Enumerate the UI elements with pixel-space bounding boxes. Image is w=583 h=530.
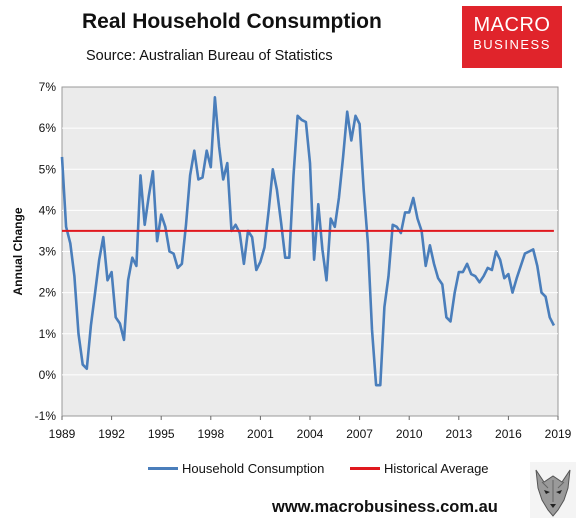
series-line-household-consumption — [60, 96, 556, 387]
legend-label: Historical Average — [384, 461, 489, 476]
x-tick-label: 1989 — [49, 427, 76, 441]
chart-subtitle: Source: Australian Bureau of Statistics — [86, 48, 333, 64]
logo-line2: BUSINESS — [473, 37, 551, 52]
x-tick-label: 2007 — [346, 427, 373, 441]
wolf-icon — [530, 462, 576, 518]
x-tick-label: 2019 — [545, 427, 572, 441]
x-tick-label: 1998 — [197, 427, 224, 441]
legend-swatch-blue — [148, 467, 178, 470]
y-tick-label: 2% — [39, 286, 57, 300]
chart-title: Real Household Consumption — [82, 10, 382, 33]
legend-item-historical-average: Historical Average — [350, 461, 489, 476]
x-tick-label: 2010 — [396, 427, 423, 441]
x-tick-label: 2004 — [297, 427, 324, 441]
x-tick-label: 2016 — [495, 427, 522, 441]
footer-url: www.macrobusiness.com.au — [272, 498, 498, 516]
legend-swatch-red — [350, 467, 380, 470]
y-tick-label: 1% — [39, 327, 57, 341]
macrobusiness-logo: MACRO BUSINESS — [462, 6, 562, 68]
y-tick-label: 0% — [39, 368, 57, 382]
x-tick-label: 1995 — [148, 427, 175, 441]
x-tick-label: 2013 — [445, 427, 472, 441]
y-tick-label: 3% — [39, 245, 57, 259]
legend-item-household-consumption: Household Consumption — [148, 461, 324, 476]
y-axis-title: Annual Change — [11, 207, 25, 295]
y-tick-label: 7% — [39, 80, 57, 94]
legend-label: Household Consumption — [182, 461, 325, 476]
x-tick-label: 1992 — [98, 427, 125, 441]
y-tick-label: 5% — [39, 162, 57, 176]
y-tick-label: 6% — [39, 121, 57, 135]
logo-line1: MACRO — [473, 14, 551, 36]
y-tick-label: -1% — [35, 409, 57, 423]
x-tick-label: 2001 — [247, 427, 274, 441]
y-tick-label: 4% — [39, 203, 57, 217]
